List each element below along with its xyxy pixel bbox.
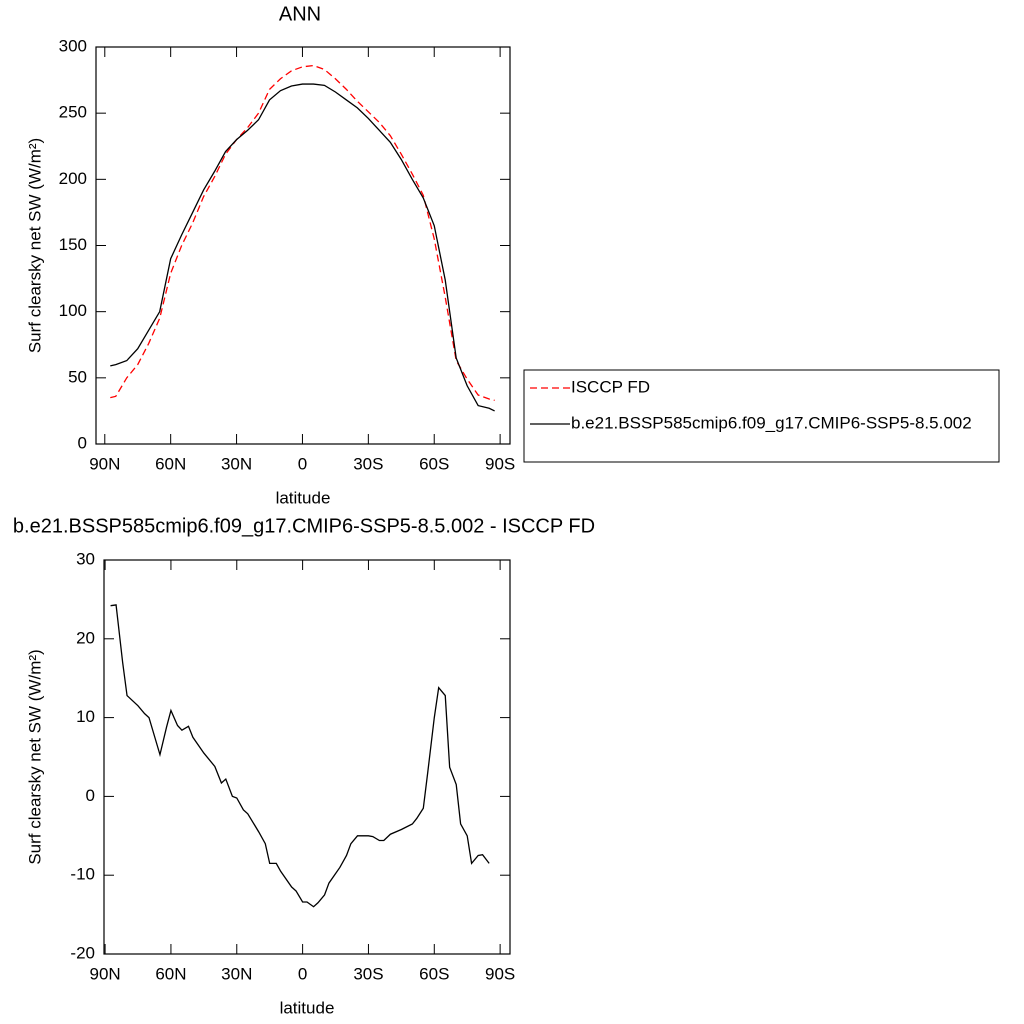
y-tick-label: 300 xyxy=(59,36,87,55)
chart-title: ANN xyxy=(279,3,321,25)
y-axis-label: Surf clearsky net SW (W/m²) xyxy=(25,138,44,353)
y-tick-label: 10 xyxy=(76,707,95,726)
plot-frame xyxy=(103,559,511,955)
y-tick-label: 0 xyxy=(86,786,95,805)
plot-frame xyxy=(95,46,511,445)
x-tick-label: 90S xyxy=(485,964,515,983)
x-tick-label: 0 xyxy=(298,454,307,473)
x-axis-label: latitude xyxy=(280,998,335,1017)
x-tick-label: 90S xyxy=(485,454,515,473)
y-tick-label: -10 xyxy=(70,865,95,884)
y-tick-label: 0 xyxy=(78,433,87,452)
y-tick-label: 150 xyxy=(59,235,87,254)
x-tick-label: 60S xyxy=(419,454,449,473)
data-line xyxy=(110,64,495,401)
x-tick-label: 0 xyxy=(298,964,307,983)
y-tick-label: -20 xyxy=(70,943,95,962)
data-line xyxy=(110,83,495,412)
x-tick-label: 60N xyxy=(155,454,186,473)
x-tick-label: 90N xyxy=(90,964,121,983)
legend-label: ISCCP FD xyxy=(571,377,650,396)
data-line xyxy=(110,604,490,908)
x-tick-label: 90N xyxy=(89,454,120,473)
x-axis-label: latitude xyxy=(276,488,331,507)
y-tick-label: 30 xyxy=(76,549,95,568)
x-tick-label: 30S xyxy=(353,964,383,983)
legend-box xyxy=(523,369,1000,463)
x-tick-label: 60N xyxy=(155,964,186,983)
x-tick-label: 60S xyxy=(419,964,449,983)
x-tick-label: 30N xyxy=(221,964,252,983)
x-tick-label: 30N xyxy=(221,454,252,473)
y-tick-label: 250 xyxy=(59,103,87,122)
x-tick-label: 30S xyxy=(353,454,383,473)
y-tick-label: 200 xyxy=(59,169,87,188)
y-tick-label: 50 xyxy=(68,367,87,386)
legend-label: b.e21.BSSP585cmip6.f09_g17.CMIP6-SSP5-8.… xyxy=(571,413,972,432)
y-tick-label: 100 xyxy=(59,301,87,320)
y-axis-label: Surf clearsky net SW (W/m²) xyxy=(25,649,44,864)
chart-title: b.e21.BSSP585cmip6.f09_g17.CMIP6-SSP5-8.… xyxy=(13,515,595,537)
y-tick-label: 20 xyxy=(76,628,95,647)
